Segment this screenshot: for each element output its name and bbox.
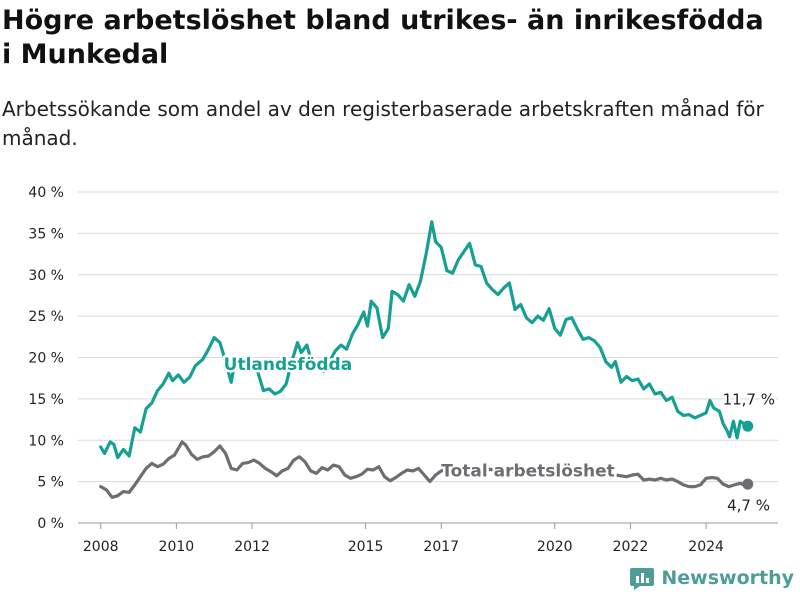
x-tick-label: 2015 [348, 539, 384, 555]
x-tick-label: 2010 [159, 539, 195, 555]
series-label-total: Total arbetslöshet [441, 462, 615, 482]
x-tick-label: 2008 [83, 539, 119, 555]
y-tick-label: 35 % [28, 226, 64, 242]
series-line-total [99, 440, 750, 499]
endpoint-total [742, 478, 754, 490]
line-chart: 0 % 5 % 10 % 15 % 20 % 25 % 30 % 35 % 40 % 2008 20… [28, 185, 778, 555]
x-tick-label: 2020 [537, 539, 573, 555]
x-tick-label: 2012 [234, 539, 270, 555]
chart-title: Högre arbetslöshet bland utrikes- än inr… [2, 5, 764, 70]
y-tick-label: 40 % [28, 185, 64, 201]
newsworthy-logo: Newsworthy [629, 564, 794, 592]
y-tick-label: 5 % [37, 475, 64, 491]
x-tick-label: 2017 [423, 539, 459, 555]
x-tick-label: 2022 [613, 539, 649, 555]
y-tick-label: 10 % [28, 433, 64, 449]
endpoint-utlandsfodda [742, 420, 754, 432]
y-tick-label: 25 % [28, 309, 64, 325]
y-tick-label: 20 % [28, 351, 64, 367]
y-tick-label: 15 % [28, 392, 64, 408]
chart-subtitle: Arbetssökande som andel av den registerb… [2, 97, 764, 150]
bar-chart-icon [630, 568, 655, 590]
series-line-utlandsfodda [99, 220, 750, 460]
end-label-utlandsfodda: 11,7 % [723, 391, 775, 409]
y-tick-label: 0 % [37, 516, 64, 532]
y-tick-label: 30 % [28, 268, 64, 284]
brand-name: Newsworthy [661, 567, 794, 589]
x-tick-label: 2024 [688, 539, 724, 555]
series-label-utlandsfodda: Utlandsfödda [224, 355, 353, 375]
end-label-total: 4,7 % [727, 497, 770, 515]
